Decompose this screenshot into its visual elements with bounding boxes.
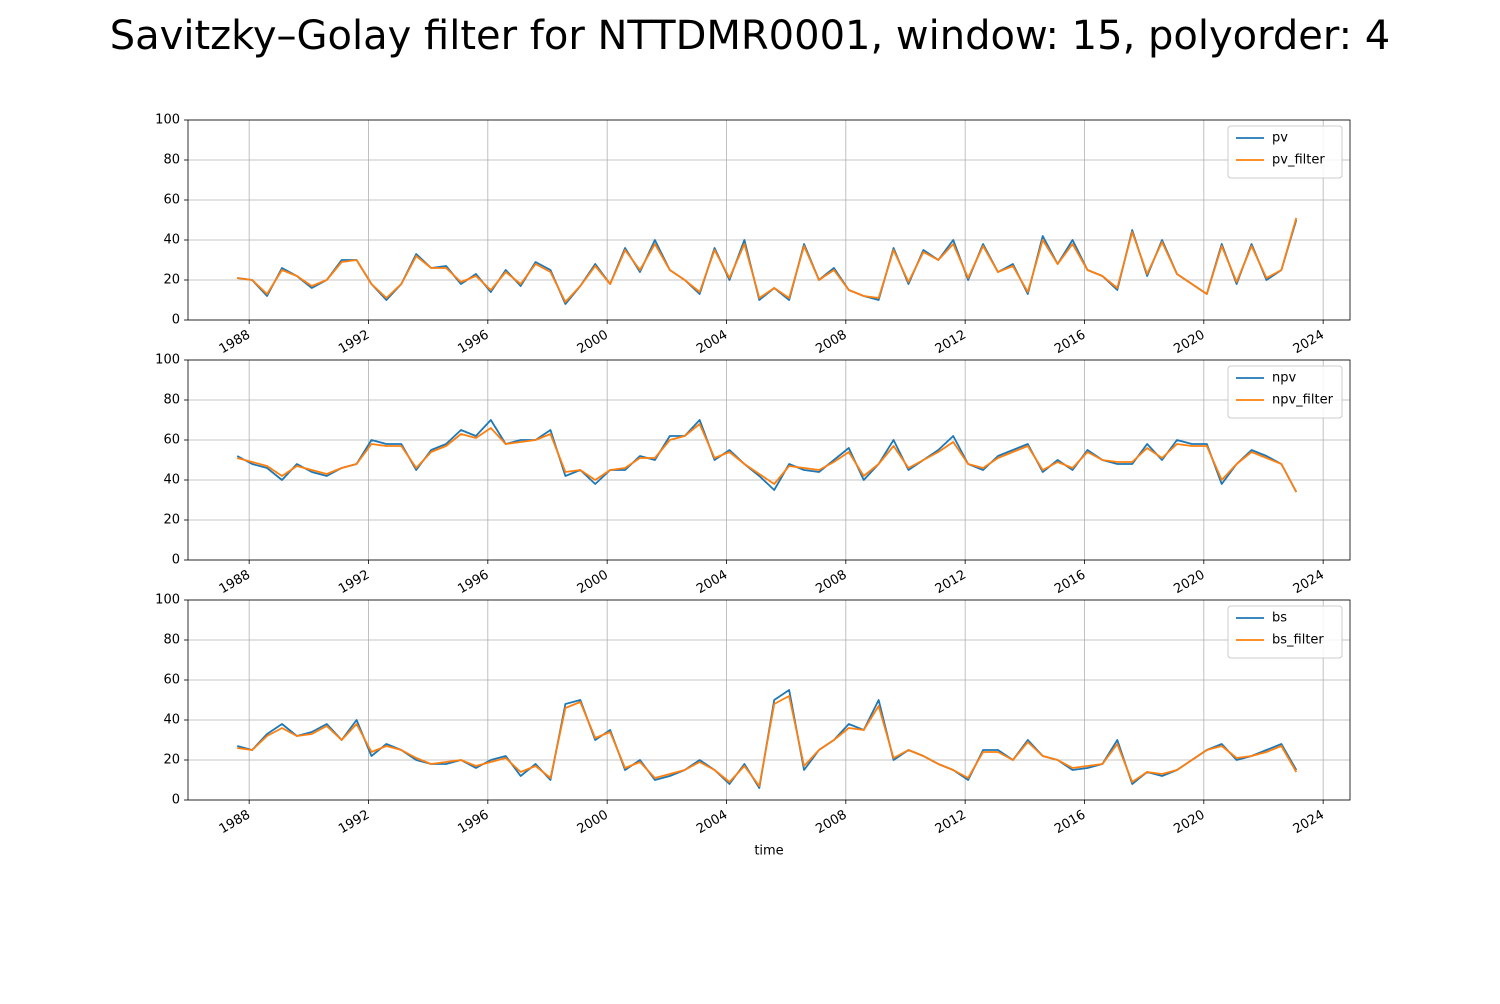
y-tick-label: 40 <box>163 713 180 728</box>
y-tick-label: 80 <box>163 633 180 648</box>
y-tick-label: 100 <box>155 353 180 368</box>
figure-title: Savitzky–Golay filter for NTTDMR0001, wi… <box>110 13 1391 59</box>
axes-frame <box>187 359 1351 561</box>
y-tick-label: 100 <box>155 593 180 608</box>
y-tick-label: 60 <box>163 193 180 208</box>
y-tick-label: 0 <box>172 793 180 808</box>
y-tick-label: 60 <box>163 673 180 688</box>
legend-label: bs <box>1272 611 1287 626</box>
axes-frame <box>187 599 1351 801</box>
series-line <box>236 423 1298 493</box>
y-tick-label: 0 <box>172 313 180 328</box>
y-tick-label: 0 <box>172 553 180 568</box>
y-tick-label: 40 <box>163 473 180 488</box>
legend-box <box>1227 365 1343 419</box>
y-tick-label: 80 <box>163 393 180 408</box>
y-tick-label: 20 <box>163 273 180 288</box>
x-axis-label: time <box>754 844 783 859</box>
legend-box <box>1227 125 1343 179</box>
y-tick-label: 40 <box>163 233 180 248</box>
legend-box <box>1227 605 1343 659</box>
y-tick-label: 20 <box>163 513 180 528</box>
legend-label: npv_filter <box>1272 393 1334 408</box>
y-tick-label: 20 <box>163 753 180 768</box>
series-line <box>237 695 1298 787</box>
legend-label: bs_filter <box>1272 633 1324 648</box>
axes-frame <box>187 119 1351 321</box>
legend-label: pv <box>1272 131 1288 146</box>
legend-label: pv_filter <box>1272 153 1325 168</box>
y-tick-label: 100 <box>155 113 180 128</box>
y-tick-label: 60 <box>163 433 180 448</box>
series-line <box>237 217 1298 303</box>
legend-label: npv <box>1272 371 1296 386</box>
y-tick-label: 80 <box>163 153 180 168</box>
